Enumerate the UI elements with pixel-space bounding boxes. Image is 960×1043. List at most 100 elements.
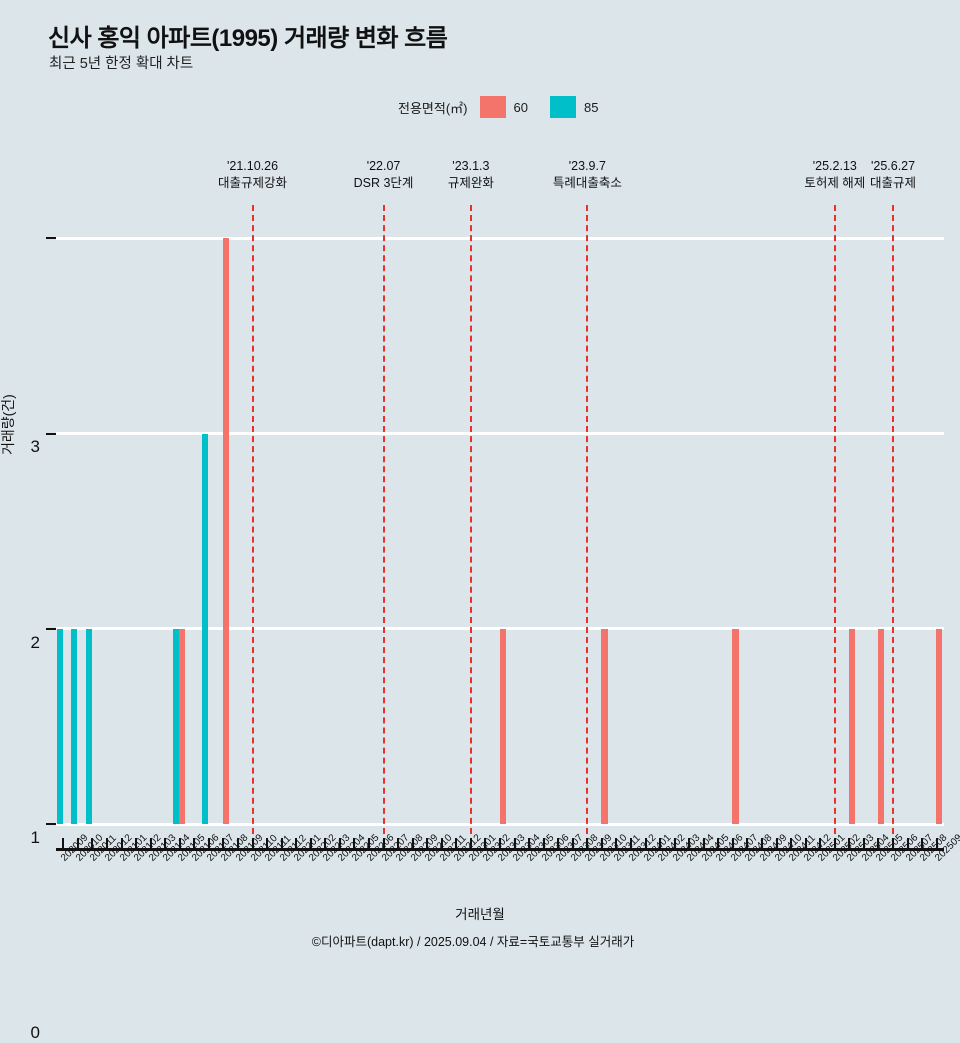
legend-swatch-60 — [479, 96, 506, 118]
x-tick-202507 — [906, 838, 909, 849]
x-tick-202103 — [149, 838, 152, 849]
x-tick-202410 — [775, 838, 778, 849]
bar-202107-85 — [202, 433, 209, 824]
event-date-4: '25.2.13 — [812, 159, 857, 173]
event-label-2: '23.1.3 규제완화 — [448, 158, 494, 192]
y-tick-label-0: 0 — [30, 1023, 40, 1042]
event-date-5: '25.6.27 — [870, 159, 916, 173]
x-tick-202501 — [819, 838, 822, 849]
x-tick-202305 — [528, 838, 531, 849]
x-tick-202203 — [324, 838, 327, 849]
x-tick-202310 — [600, 838, 603, 849]
x-tick-202010 — [76, 838, 79, 849]
x-tick-202106 — [193, 838, 196, 849]
event-label-4: '25.2.13 토허제 해제 — [804, 158, 865, 192]
x-tick-202308 — [571, 838, 574, 849]
y-tick-mark-1 — [46, 627, 56, 630]
y-tick-mark-0 — [46, 823, 56, 825]
event-line-1 — [382, 205, 385, 844]
bar-202009-85 — [56, 628, 63, 824]
x-tick-202404 — [688, 838, 691, 849]
chart-page: 신사 홍익 아파트(1995) 거래량 변화 흐름 최근 5년 한정 확대 차트… — [0, 25, 960, 1042]
x-tick-202407 — [731, 838, 734, 849]
x-tick-202508 — [921, 838, 924, 849]
event-line-5 — [892, 205, 895, 844]
x-tick-202403 — [673, 838, 676, 849]
event-desc-5: 대출규제 — [870, 176, 917, 190]
legend-title: 전용면적(㎡) — [398, 100, 468, 116]
bar-202010-85 — [71, 628, 78, 824]
page-subtitle: 최근 5년 한정 확대 차트 — [49, 56, 194, 72]
event-label-1: '22.07 DSR 3단계 — [354, 158, 414, 192]
x-tick-202009 — [62, 838, 65, 849]
x-axis-line — [56, 848, 944, 851]
x-tick-202303 — [499, 838, 501, 849]
x-tick-202506 — [892, 838, 895, 849]
page-title: 신사 홍익 아파트(1995) 거래량 변화 흐름 — [48, 25, 448, 52]
y-tick-label-1: 1 — [30, 827, 40, 847]
x-tick-202101 — [120, 838, 123, 849]
x-tick-202304 — [513, 838, 516, 849]
x-tick-202509 — [935, 838, 938, 849]
x-tick-202204 — [338, 838, 341, 849]
x-tick-202405 — [702, 838, 705, 849]
x-tick-202307 — [557, 838, 560, 849]
x-tick-202209 — [411, 838, 414, 849]
gridline-0 — [56, 822, 944, 826]
bar-202108-60 — [222, 238, 230, 824]
bar-202505-60 — [878, 628, 885, 824]
y-tick-label-3: 3 — [30, 437, 40, 457]
x-tick-202012 — [105, 838, 108, 849]
x-tick-202402 — [659, 838, 662, 849]
x-tick-202409 — [761, 838, 764, 849]
event-label-0: '21.10.26 대출규제강화 — [218, 158, 287, 192]
legend-label-85: 85 — [583, 99, 599, 115]
bar-202509-60 — [936, 628, 943, 824]
x-tick-202207 — [382, 838, 385, 849]
event-label-5: '25.6.27 대출규제 — [870, 158, 916, 192]
x-tick-202312 — [630, 838, 633, 849]
x-tick-202411 — [790, 838, 793, 849]
x-tick-202406 — [717, 838, 720, 849]
x-tick-202202 — [309, 838, 312, 849]
x-tick-202201 — [295, 838, 298, 849]
x-tick-202408 — [746, 838, 749, 849]
x-tick-202206 — [367, 838, 370, 849]
x-tick-202210 — [426, 838, 429, 849]
x-tick-202311 — [615, 838, 618, 849]
event-date-2: '23.1.3 — [452, 159, 490, 173]
x-tick-202110 — [251, 838, 254, 849]
x-tick-202503 — [848, 838, 851, 849]
event-label-3: '23.9.7 특례대출축소 — [553, 158, 622, 192]
event-line-4 — [833, 205, 836, 844]
bar-202407-60 — [732, 628, 739, 824]
x-tick-202105 — [178, 838, 181, 849]
event-desc-3: 특례대출축소 — [552, 176, 622, 190]
x-tick-202212 — [455, 838, 458, 849]
x-tick-202301 — [469, 838, 472, 849]
x-tick-202111 — [266, 838, 269, 849]
event-date-0: '21.10.26 — [226, 159, 279, 173]
x-tick-202205 — [353, 838, 356, 849]
gridline-3 — [56, 236, 944, 240]
event-desc-0: 대출규제강화 — [218, 176, 288, 190]
bar-202303-60 — [499, 628, 506, 824]
gridline-1 — [56, 627, 944, 631]
event-date-1: '22.07 — [366, 159, 401, 173]
event-line-3 — [586, 205, 589, 844]
x-tick-202208 — [397, 838, 400, 849]
legend-label-60: 60 — [513, 99, 528, 115]
x-tick-202109 — [236, 838, 239, 849]
x-tick-202502 — [833, 838, 836, 849]
x-tick-202505 — [877, 838, 880, 849]
bar-202105-60 — [179, 628, 186, 824]
x-tick-202211 — [440, 838, 443, 849]
event-desc-1: DSR 3단계 — [353, 176, 414, 190]
event-line-2 — [469, 205, 472, 844]
legend-swatch-85 — [549, 96, 576, 118]
x-tick-202107 — [207, 838, 210, 849]
chart-legend: 전용면적(㎡) 60 85 — [398, 96, 612, 118]
event-desc-2: 규제완화 — [447, 176, 494, 190]
x-tick-202011 — [91, 838, 94, 849]
y-axis-title: 거래량(건) — [0, 394, 16, 455]
